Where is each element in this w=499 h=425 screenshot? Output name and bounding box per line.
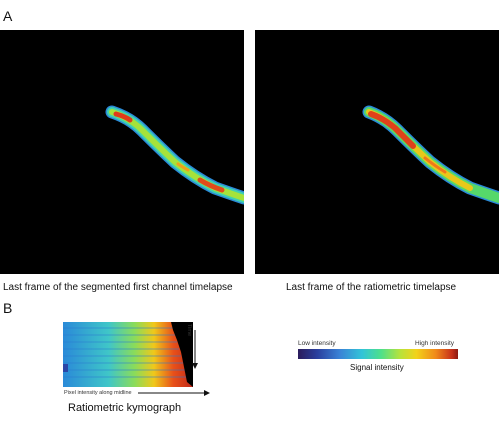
- panel-label-a: A: [3, 8, 13, 24]
- segmented-frame-image: [0, 30, 244, 274]
- colorbar-high-label: High intensity: [415, 340, 455, 347]
- segmented-frame-caption: Last frame of the segmented first channe…: [3, 282, 233, 293]
- ratiometric-frame-image: [255, 30, 499, 274]
- time-axis-arrow-icon: [192, 330, 198, 369]
- kymograph-caption: Ratiometric kymograph: [68, 402, 182, 414]
- panel-label-b: B: [3, 300, 13, 316]
- colorbar-title: Signal intensity: [350, 363, 404, 372]
- kymograph-x-axis-label: Pixel intensity along midline: [64, 390, 132, 396]
- colorbar-low-label: Low intensity: [298, 340, 336, 347]
- x-axis-arrow-icon: [138, 390, 210, 396]
- kymograph-image: [63, 322, 193, 387]
- ratiometric-frame-caption: Last frame of the ratiometric timelapse: [286, 282, 457, 293]
- signal-colorbar: [298, 349, 458, 359]
